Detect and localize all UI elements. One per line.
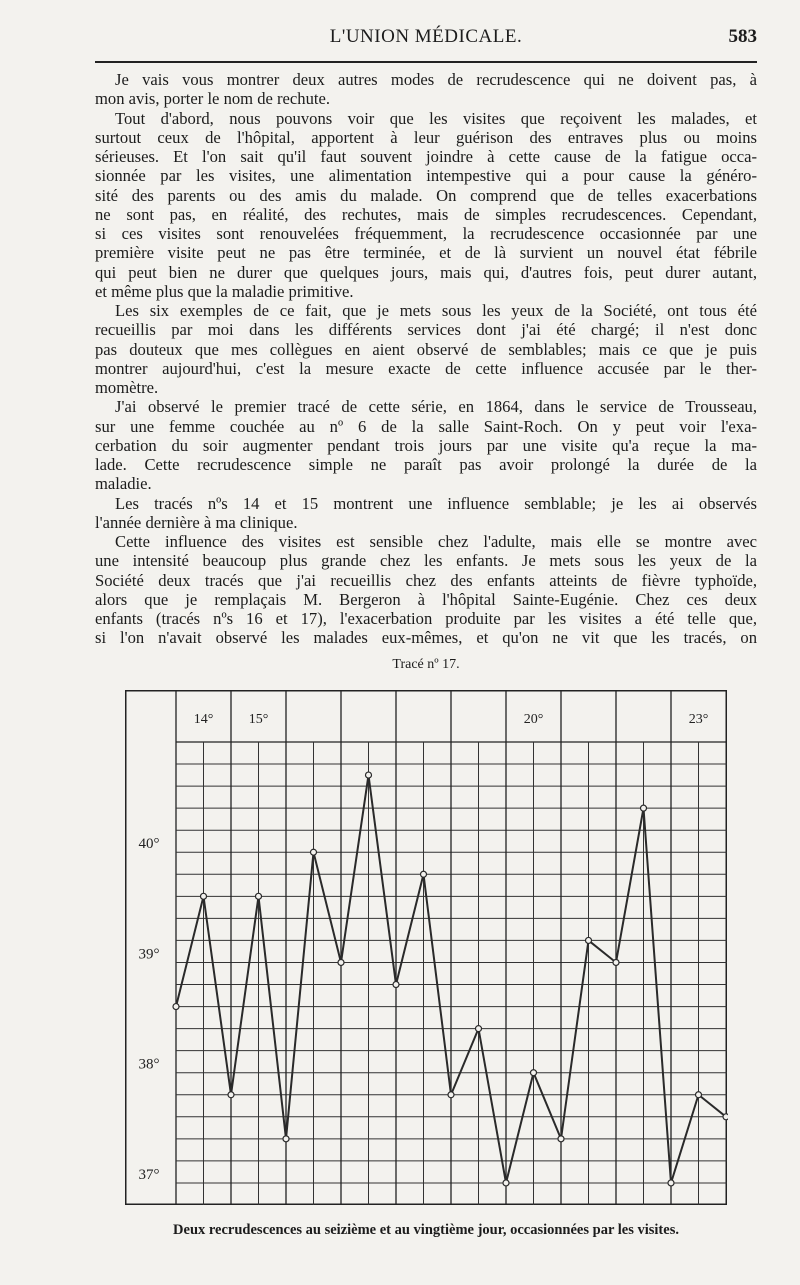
body-text: Je vais vous montrer deux autres modes d… bbox=[95, 70, 757, 648]
text-line: Tout d'abord, nous pouvons voir que les … bbox=[115, 108, 757, 128]
text-line: maladie. bbox=[95, 474, 152, 494]
text-line: Cette influence des visites est sensible… bbox=[115, 532, 757, 551]
temperature-point bbox=[199, 892, 208, 900]
chart-frame bbox=[125, 690, 727, 1205]
text-line: pas douteux que mes collègues en aient o… bbox=[95, 339, 757, 359]
temperature-point bbox=[254, 892, 263, 900]
y-tick-label: 38° bbox=[139, 1057, 160, 1073]
text-line: ne sont pas, en réalité, des rechutes, m… bbox=[95, 204, 757, 224]
text-line: Les tracés nºs 14 et 15 montrent une inf… bbox=[115, 493, 757, 513]
temperature-point bbox=[447, 1091, 455, 1099]
text-line: si ces visites sont renouvelées fréquemm… bbox=[95, 224, 757, 243]
text-line: mon avis, porter le nom de rechute. bbox=[95, 89, 331, 109]
text-line: si l'on n'avait observé les malades eux-… bbox=[95, 628, 757, 648]
text-line: alors que je remplaçais M. Bergeron à l'… bbox=[95, 589, 757, 609]
text-line: lade. Cette recrudescence simple ne para… bbox=[95, 455, 757, 474]
text-line: première visite peut ne pas être terminé… bbox=[95, 243, 757, 263]
temperature-point bbox=[612, 958, 620, 967]
figure-caption: Deux recrudescences au seizième et au vi… bbox=[173, 1222, 679, 1238]
text-line: sionnée par les visites, une alimentatio… bbox=[95, 166, 757, 186]
temperature-point bbox=[584, 936, 593, 945]
text-line: l'année dernière à ma clinique. bbox=[95, 512, 298, 532]
page-number: 583 bbox=[728, 26, 758, 47]
temperature-point bbox=[282, 1135, 290, 1143]
text-line: momètre. bbox=[95, 378, 159, 397]
text-line: une intensité beaucoup plus grande chez … bbox=[95, 551, 757, 571]
text-line: cerbation du soir augmenter pendant troi… bbox=[95, 435, 757, 455]
text-line: sur une femme couchée au nº 6 de la sall… bbox=[95, 416, 757, 436]
temperature-point bbox=[502, 1179, 510, 1187]
text-line: montrer aujourd'hui, c'est la mesure exa… bbox=[95, 358, 757, 378]
day-label: 15° bbox=[249, 712, 269, 727]
header-rule bbox=[95, 61, 757, 63]
text-line: Les six exemples de ce fait, que je mets… bbox=[115, 301, 757, 320]
text-line: sérieuses. Et l'on sait qu'il faut souve… bbox=[95, 147, 757, 166]
running-head: L'UNION MÉDICALE. 583 bbox=[95, 24, 757, 52]
temperature-point bbox=[557, 1135, 565, 1143]
temperature-point bbox=[529, 1069, 538, 1077]
text-line: enfants (tracés nºs 16 et 17), l'exacerb… bbox=[95, 609, 757, 628]
temperature-point bbox=[309, 848, 318, 856]
text-line: Société deux tracés que j'ai recueillis … bbox=[95, 570, 757, 590]
y-tick-label: 40° bbox=[139, 836, 160, 852]
temperature-point bbox=[172, 1002, 180, 1011]
temperature-point bbox=[667, 1179, 675, 1187]
temperature-point bbox=[722, 1113, 728, 1121]
temperature-point bbox=[419, 870, 428, 878]
text-line: qui peut bien ne durer que quelques jour… bbox=[95, 262, 757, 282]
temperature-point bbox=[392, 980, 400, 989]
y-tick-label: 39° bbox=[139, 946, 160, 962]
temperature-point bbox=[227, 1091, 235, 1099]
day-label: 14° bbox=[194, 712, 214, 727]
temperature-point bbox=[694, 1091, 703, 1099]
text-line: et même plus que la maladie primitive. bbox=[95, 281, 354, 301]
y-tick-label: 37° bbox=[139, 1167, 160, 1183]
temperature-point bbox=[474, 1025, 483, 1033]
text-line: sité des parents ou des amis du malade. … bbox=[95, 185, 757, 205]
text-line: surtout ceux de l'hôpital, apportent à l… bbox=[95, 127, 757, 147]
day-label: 20° bbox=[524, 712, 544, 727]
text-line: Je vais vous montrer deux autres modes d… bbox=[115, 70, 757, 89]
journal-title: L'UNION MÉDICALE. bbox=[329, 26, 523, 47]
day-label: 23° bbox=[689, 712, 709, 727]
text-line: J'ai observé le premier tracé de cette s… bbox=[115, 397, 757, 417]
temperature-point bbox=[364, 771, 373, 779]
temperature-point bbox=[639, 804, 648, 812]
text-line: recueillis par moi dans les différents s… bbox=[95, 320, 757, 340]
figure-title: Tracé nº 17. bbox=[392, 657, 460, 672]
temperature-chart: 14° 15° 20° 23° 40° 39° 38° 37° bbox=[125, 690, 728, 1205]
temperature-point bbox=[337, 958, 345, 967]
